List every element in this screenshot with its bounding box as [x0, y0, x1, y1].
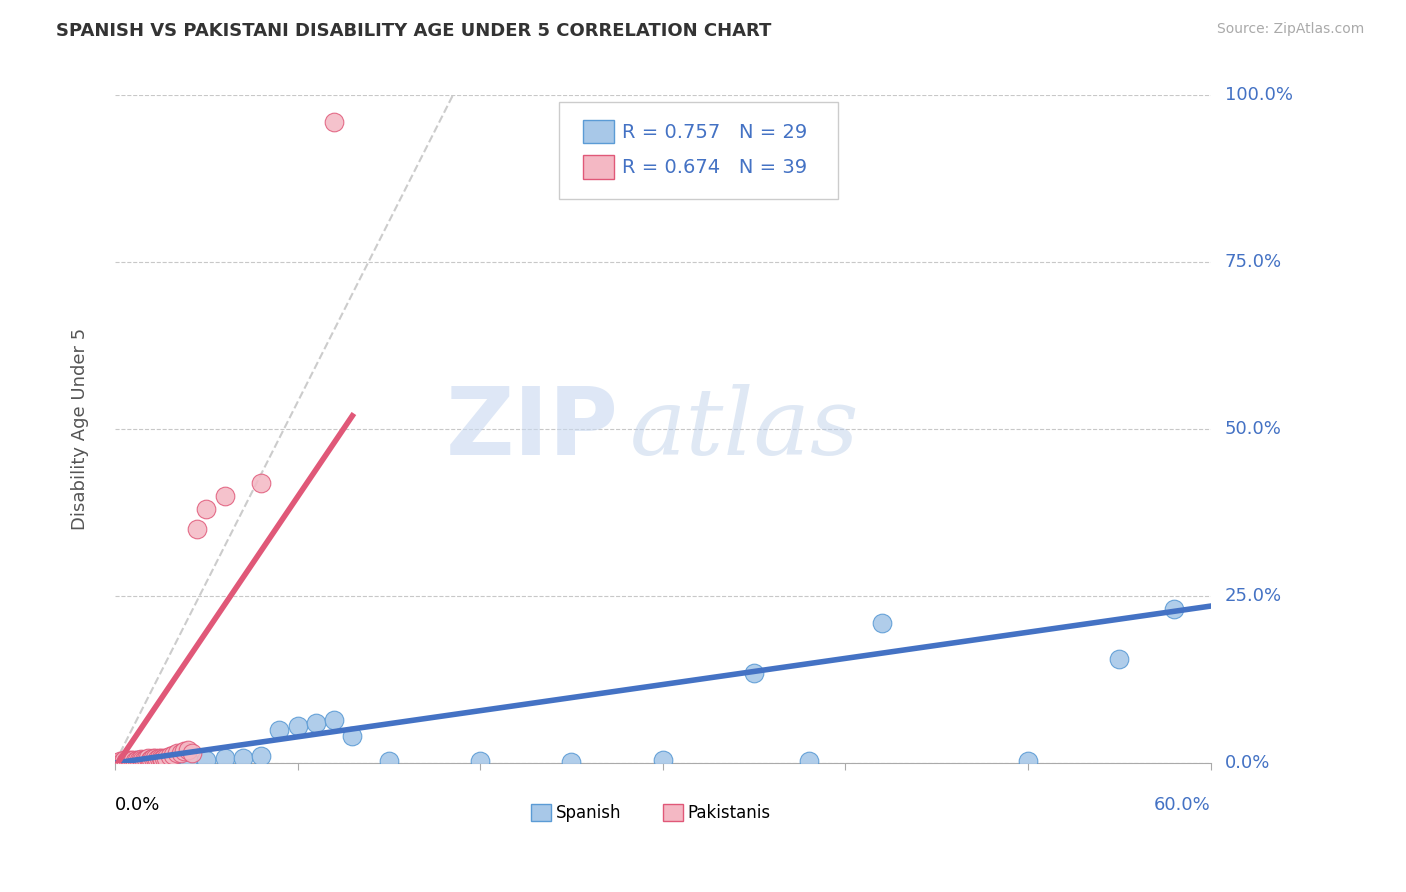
Point	[323, 115, 346, 129]
Point	[1017, 754, 1039, 768]
Point	[153, 751, 176, 765]
Text: Source: ZipAtlas.com: Source: ZipAtlas.com	[1216, 22, 1364, 37]
Point	[141, 754, 163, 768]
Point	[560, 755, 582, 769]
Point	[149, 750, 172, 764]
Text: 0.0%: 0.0%	[1225, 754, 1270, 772]
Point	[797, 754, 820, 768]
Point	[125, 753, 148, 767]
Point	[152, 752, 174, 766]
Point	[122, 755, 145, 769]
Point	[111, 755, 134, 769]
Point	[870, 615, 893, 630]
Point	[128, 753, 150, 767]
Point	[378, 754, 401, 768]
Point	[129, 752, 152, 766]
Point	[1163, 602, 1185, 616]
Text: ZIP: ZIP	[446, 384, 619, 475]
Text: Pakistanis: Pakistanis	[688, 804, 770, 822]
Point	[162, 747, 184, 762]
Text: 60.0%: 60.0%	[1154, 797, 1211, 814]
Point	[742, 665, 765, 680]
Point	[170, 746, 193, 760]
Point	[131, 753, 153, 767]
Point	[115, 754, 138, 768]
Text: R = 0.674   N = 39: R = 0.674 N = 39	[623, 158, 807, 177]
Bar	[583, 120, 613, 144]
Point	[148, 751, 170, 765]
Point	[250, 749, 273, 764]
Point	[1108, 652, 1130, 666]
Point	[177, 742, 200, 756]
Y-axis label: Disability Age Under 5: Disability Age Under 5	[72, 328, 89, 530]
Point	[232, 750, 254, 764]
Point	[124, 754, 146, 768]
Point	[141, 752, 163, 766]
Bar	[662, 805, 682, 821]
Point	[214, 489, 236, 503]
Text: SPANISH VS PAKISTANI DISABILITY AGE UNDER 5 CORRELATION CHART: SPANISH VS PAKISTANI DISABILITY AGE UNDE…	[56, 22, 772, 40]
Point	[173, 744, 195, 758]
Point	[269, 723, 291, 737]
Point	[143, 750, 166, 764]
Point	[107, 755, 129, 769]
Point	[159, 753, 181, 767]
Point	[118, 754, 141, 768]
Point	[651, 753, 673, 767]
Point	[117, 753, 139, 767]
Point	[120, 753, 142, 767]
Text: Spanish: Spanish	[555, 804, 621, 822]
Point	[166, 746, 188, 760]
Point	[112, 755, 135, 769]
Point	[146, 752, 169, 766]
Point	[131, 754, 153, 768]
Point	[287, 719, 309, 733]
Point	[159, 749, 181, 764]
Point	[342, 729, 364, 743]
Text: 75.0%: 75.0%	[1225, 253, 1282, 271]
Point	[323, 713, 346, 727]
Point	[118, 754, 141, 768]
Point	[155, 750, 177, 764]
Point	[134, 753, 156, 767]
Point	[149, 753, 172, 767]
Point	[135, 752, 157, 766]
Point	[136, 753, 159, 767]
Point	[138, 753, 160, 767]
Text: 50.0%: 50.0%	[1225, 420, 1281, 438]
Point	[186, 522, 208, 536]
Bar	[531, 805, 551, 821]
Point	[125, 753, 148, 767]
Point	[122, 753, 145, 767]
Point	[195, 753, 218, 767]
Text: 100.0%: 100.0%	[1225, 87, 1292, 104]
Point	[136, 751, 159, 765]
FancyBboxPatch shape	[558, 102, 838, 199]
Point	[250, 475, 273, 490]
Point	[177, 752, 200, 766]
Point	[195, 502, 218, 516]
Point	[214, 751, 236, 765]
Text: R = 0.757   N = 29: R = 0.757 N = 29	[623, 122, 807, 142]
Point	[470, 754, 492, 768]
Bar	[583, 155, 613, 178]
Point	[110, 754, 132, 768]
Point	[112, 753, 135, 767]
Point	[142, 751, 165, 765]
Text: atlas: atlas	[630, 384, 859, 475]
Point	[180, 746, 202, 760]
Text: 0.0%: 0.0%	[115, 797, 160, 814]
Text: 25.0%: 25.0%	[1225, 587, 1282, 605]
Point	[305, 715, 328, 730]
